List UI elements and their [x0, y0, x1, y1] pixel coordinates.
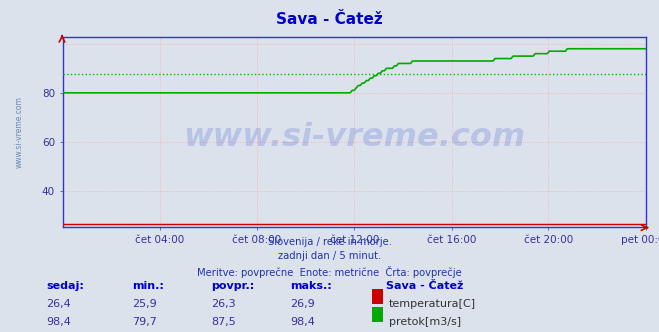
Text: 26,9: 26,9 [290, 299, 315, 309]
Text: Sava - Čatež: Sava - Čatež [386, 281, 463, 290]
Text: 26,3: 26,3 [211, 299, 235, 309]
Text: temperatura[C]: temperatura[C] [389, 299, 476, 309]
Text: povpr.:: povpr.: [211, 281, 254, 290]
Text: 25,9: 25,9 [132, 299, 157, 309]
Text: www.si-vreme.com: www.si-vreme.com [14, 96, 23, 168]
Text: 98,4: 98,4 [290, 317, 315, 327]
Text: min.:: min.: [132, 281, 163, 290]
Text: sedaj:: sedaj: [46, 281, 84, 290]
Text: 79,7: 79,7 [132, 317, 157, 327]
Text: Sava - Čatež: Sava - Čatež [276, 12, 383, 27]
Text: pretok[m3/s]: pretok[m3/s] [389, 317, 461, 327]
Text: www.si-vreme.com: www.si-vreme.com [183, 122, 525, 153]
Text: 26,4: 26,4 [46, 299, 71, 309]
Text: 98,4: 98,4 [46, 317, 71, 327]
Text: Slovenija / reke in morje.
zadnji dan / 5 minut.
Meritve: povprečne  Enote: metr: Slovenija / reke in morje. zadnji dan / … [197, 237, 462, 278]
Text: 87,5: 87,5 [211, 317, 236, 327]
Text: maks.:: maks.: [290, 281, 331, 290]
